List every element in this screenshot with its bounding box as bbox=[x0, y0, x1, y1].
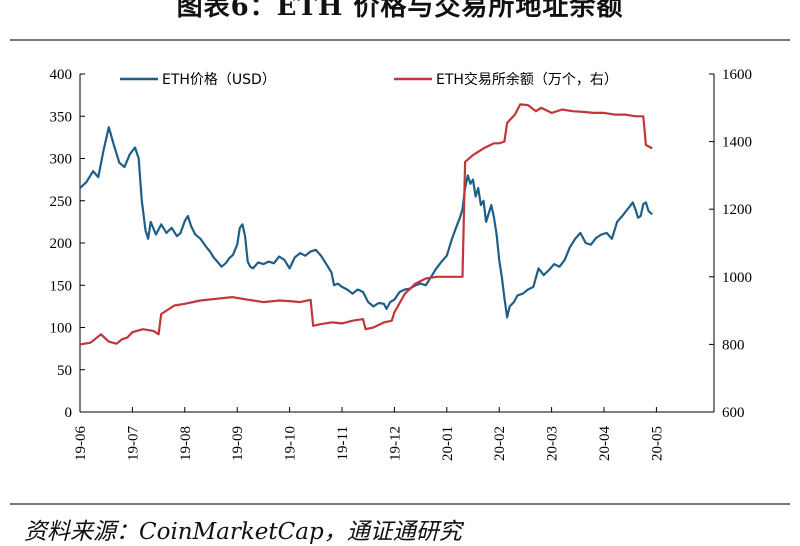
chart-legend: ETH价格（USD） ETH交易所余额（万个，右） bbox=[120, 71, 618, 88]
x-tick-label: 20-05 bbox=[649, 426, 665, 461]
legend-label: ETH价格（USD） bbox=[162, 72, 276, 88]
top-divider bbox=[10, 39, 790, 41]
x-tick-label: 19-12 bbox=[387, 426, 403, 461]
eth-price-line bbox=[79, 126, 653, 319]
axes-group: 0 50 100 150 200 250 300 350 400 600 800 1000 1200 14… bbox=[50, 67, 753, 461]
x-tick-label: 20-03 bbox=[545, 426, 561, 461]
x-tick-label: 19-11 bbox=[335, 426, 351, 460]
x-tick-label: 19-09 bbox=[230, 426, 246, 461]
left-tick-label: 350 bbox=[50, 109, 73, 125]
right-tick-label: 1400 bbox=[722, 135, 752, 151]
exchange-balance-line bbox=[79, 103, 653, 346]
series-lines bbox=[79, 103, 653, 346]
right-tick-label: 1200 bbox=[722, 202, 752, 218]
right-tick-label: 1600 bbox=[722, 67, 752, 83]
x-tick-label: 19-06 bbox=[73, 426, 89, 461]
x-tick-label: 19-10 bbox=[283, 426, 299, 461]
chart-title: 图表6：ETH 价格与交易所地址余额 bbox=[176, 0, 624, 22]
legend-label: ETH交易所余额（万个，右） bbox=[436, 71, 618, 88]
left-tick-label: 250 bbox=[50, 194, 73, 210]
left-tick-label: 100 bbox=[50, 321, 73, 337]
x-tick-label: 19-07 bbox=[125, 426, 141, 461]
source-note: 资料来源：CoinMarketCap，通证通研究 bbox=[24, 519, 462, 545]
right-tick-label: 800 bbox=[722, 337, 745, 353]
dual-axis-line-chart: 0 50 100 150 200 250 300 350 400 600 800 1000 1200 14… bbox=[50, 67, 753, 461]
x-tick-label: 20-04 bbox=[597, 426, 613, 461]
right-tick-label: 1000 bbox=[722, 270, 752, 286]
left-tick-label: 0 bbox=[65, 405, 73, 421]
right-tick-label: 600 bbox=[722, 405, 745, 421]
left-tick-label: 200 bbox=[50, 236, 73, 252]
left-tick-label: 300 bbox=[50, 152, 73, 168]
x-tick-label: 20-01 bbox=[440, 426, 456, 461]
left-tick-label: 400 bbox=[50, 67, 73, 83]
bottom-divider bbox=[10, 503, 790, 505]
x-tick-label: 20-02 bbox=[492, 426, 508, 461]
left-tick-label: 50 bbox=[57, 363, 72, 379]
x-tick-label: 19-08 bbox=[178, 426, 194, 461]
left-tick-label: 150 bbox=[50, 278, 73, 294]
